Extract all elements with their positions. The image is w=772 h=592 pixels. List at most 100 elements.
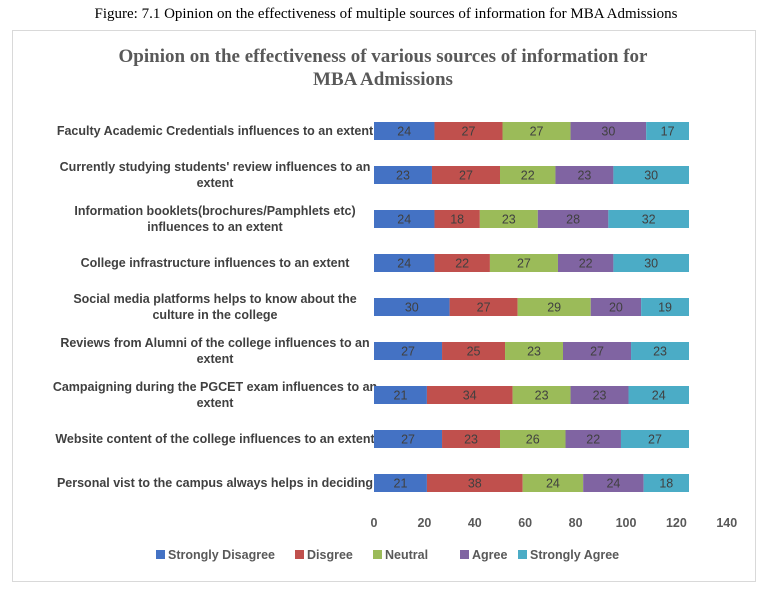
bar-segment [442, 430, 500, 448]
legend-swatch [460, 550, 469, 559]
data-label: 23 [464, 433, 478, 447]
data-label: 23 [396, 169, 410, 183]
data-label: 20 [609, 301, 623, 315]
category-label: Personal vist to the campus always helps… [57, 476, 373, 490]
category-label: College infrastructure influences to an … [81, 256, 351, 270]
data-label: 23 [527, 345, 541, 359]
bar-segment [646, 122, 689, 140]
bar-segment [570, 122, 647, 140]
data-label: 27 [530, 125, 544, 139]
data-label: 34 [463, 389, 477, 403]
legend-swatch [518, 550, 527, 559]
data-label: 24 [397, 213, 411, 227]
bar-segment [505, 342, 563, 360]
legend-label: Disgree [307, 548, 353, 562]
chart-frame: Opinion on the effectiveness of various … [12, 30, 756, 582]
x-tick-label: 80 [569, 516, 583, 530]
category-label: extent [197, 176, 235, 190]
category-label: Currently studying students' review infl… [60, 160, 371, 174]
data-label: 21 [394, 389, 408, 403]
data-label: 25 [467, 345, 481, 359]
bar-segment [557, 254, 614, 272]
bar-segment [565, 430, 621, 448]
category-label: culture in the college [152, 308, 277, 322]
bar-segment [479, 210, 538, 228]
bar-segment [590, 298, 642, 316]
data-label: 30 [644, 169, 658, 183]
x-tick-label: 120 [666, 516, 687, 530]
bar-segment [449, 298, 518, 316]
legend-label: Agree [472, 548, 507, 562]
data-label: 30 [644, 257, 658, 271]
legend-swatch [295, 550, 304, 559]
data-label: 24 [606, 477, 620, 491]
x-tick-label: 0 [371, 516, 378, 530]
bar-segment [583, 474, 644, 492]
data-label: 27 [459, 169, 473, 183]
bar-segment [628, 386, 689, 404]
data-label: 22 [455, 257, 469, 271]
category-label: extent [197, 352, 235, 366]
data-label: 26 [526, 433, 540, 447]
bar-segment [374, 474, 427, 492]
bar-segment [374, 166, 432, 184]
data-label: 24 [652, 389, 666, 403]
data-label: 22 [586, 433, 600, 447]
bar-segment [563, 342, 632, 360]
bar-segment [620, 430, 689, 448]
chart-title-line-2: MBA Admissions [313, 69, 453, 90]
bar-segment [426, 386, 513, 404]
bar-segment [522, 474, 584, 492]
legend-label: Strongly Agree [530, 548, 619, 562]
bar-segment [500, 166, 556, 184]
data-label: 22 [521, 169, 535, 183]
data-label: 18 [659, 477, 673, 491]
data-label: 21 [394, 477, 408, 491]
category-label: influences to an extent [147, 220, 283, 234]
data-label: 19 [658, 301, 672, 315]
category-label: Website content of the college influence… [55, 432, 375, 446]
bar-segment [641, 298, 689, 316]
bar-segment [631, 342, 689, 360]
bar-segment [643, 474, 689, 492]
bar-segment [500, 430, 566, 448]
data-label: 27 [462, 125, 476, 139]
data-label: 28 [566, 213, 580, 227]
data-label: 23 [593, 389, 607, 403]
bar-segment [517, 298, 591, 316]
bar-segment [502, 122, 571, 140]
data-label: 27 [401, 345, 415, 359]
data-label: 17 [661, 125, 675, 139]
data-label: 30 [601, 125, 615, 139]
bar-segment [613, 166, 689, 184]
bar-segment [374, 254, 435, 272]
chart-title: Opinion on the effectiveness of various … [73, 45, 693, 91]
x-tick-label: 40 [468, 516, 482, 530]
data-label: 27 [477, 301, 491, 315]
category-label: Campaigning during the PGCET exam influe… [53, 380, 377, 394]
data-label: 30 [405, 301, 419, 315]
data-label: 24 [397, 257, 411, 271]
data-label: 23 [653, 345, 667, 359]
bar-segment [537, 210, 609, 228]
data-label: 38 [468, 477, 482, 491]
category-label: Information booklets(brochures/Pamphlets… [74, 204, 355, 218]
bar-segment [434, 210, 480, 228]
data-label: 23 [577, 169, 591, 183]
x-tick-label: 20 [417, 516, 431, 530]
bar-segment [512, 386, 571, 404]
category-label: extent [197, 396, 235, 410]
bar-segment [434, 122, 503, 140]
bar-segment [489, 254, 558, 272]
data-label: 22 [579, 257, 593, 271]
bar-segment [374, 210, 435, 228]
bar-segment [431, 166, 500, 184]
bar-segment [608, 210, 689, 228]
figure-caption: Figure: 7.1 Opinion on the effectiveness… [94, 6, 678, 22]
x-tick-label: 60 [518, 516, 532, 530]
data-label: 27 [517, 257, 531, 271]
bar-segment [570, 386, 629, 404]
x-tick-label: 140 [716, 516, 737, 530]
data-label: 23 [502, 213, 516, 227]
bar-segment [374, 122, 435, 140]
